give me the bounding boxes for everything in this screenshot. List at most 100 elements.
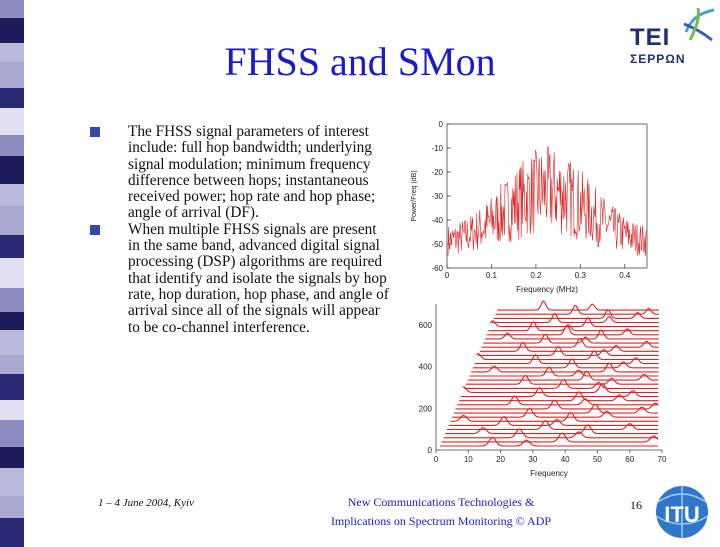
waterfall-trace (466, 374, 659, 385)
bullet-square-icon (90, 224, 100, 235)
x-tick-label: 30 (528, 455, 537, 464)
bullet-item: When multiple FHSS signals are present i… (90, 220, 390, 336)
waterfall-trace (459, 391, 659, 402)
strip-block (0, 135, 24, 156)
x-axis-label: Frequency (MHz) (516, 285, 578, 294)
tei-serron-logo: TEI ΣΕΡΡΩΝ (628, 6, 716, 68)
page-number: 16 (630, 498, 642, 512)
waterfall-trace (478, 345, 659, 356)
y-tick-label: 600 (419, 321, 433, 330)
waterfall-trace (495, 304, 659, 315)
bullet-list: The FHSS signal parameters of interest i… (90, 123, 390, 336)
x-tick-label: 0 (434, 455, 439, 464)
strip-block (0, 88, 24, 108)
waterfall-trace (483, 333, 659, 344)
footer-conference-title: New Communications Technologies & Implic… (294, 493, 588, 531)
strip-block (0, 156, 24, 184)
waterfall-trace (464, 378, 659, 389)
waterfall-trace (486, 325, 659, 336)
waterfall-trace (467, 370, 659, 381)
strip-block (0, 206, 24, 235)
logo-text-tei: TEI (630, 24, 671, 51)
footer-line-1: New Communications Technologies & (347, 495, 535, 509)
waterfall-trace (460, 387, 659, 398)
strip-block (0, 18, 24, 43)
waterfall-trace (457, 395, 659, 406)
strip-block (0, 43, 24, 62)
x-tick-label: 50 (593, 455, 602, 464)
waterfall-trace (472, 358, 659, 369)
spectrum-trace (447, 146, 647, 257)
itu-logo-text: ITU (664, 502, 699, 527)
strip-block (0, 355, 24, 374)
x-tick-label: 70 (658, 455, 667, 464)
waterfall-trace (493, 308, 659, 319)
waterfall-trace (440, 436, 658, 447)
waterfall-trace (481, 337, 659, 348)
waterfall-trace (488, 321, 659, 332)
waterfall-trace (453, 403, 659, 414)
strip-block (0, 468, 24, 496)
fhss-spectrum-figure: 0-10-20-30-40-50-600 0.1 0.2 0.3 0.4Frequenc… (411, 120, 648, 294)
waterfall-trace (450, 411, 659, 422)
y-tick-label: 0 (428, 446, 433, 455)
waterfall-trace (485, 329, 659, 340)
waterfall-trace (474, 353, 659, 365)
strip-block (0, 374, 24, 400)
x-tick-label: 20 (496, 455, 505, 464)
waterfall-trace (476, 350, 659, 361)
y-tick-label: 400 (419, 363, 433, 372)
waterfall-trace (469, 366, 659, 377)
strip-block (0, 288, 24, 312)
strip-block (0, 496, 24, 518)
y-tick-label: -50 (431, 240, 443, 249)
strip-block (0, 62, 24, 88)
bullet-square-icon (90, 127, 100, 137)
bullet-text: When multiple FHSS signals are present i… (128, 220, 389, 336)
strip-block (0, 420, 24, 447)
strip-block (0, 330, 24, 355)
x-tick-label: 60 (625, 455, 634, 464)
y-axis-label: Power/Freq (dB) (411, 170, 418, 221)
bullet-text: The FHSS signal parameters of interest i… (128, 123, 376, 222)
y-tick-label: -40 (431, 216, 443, 225)
strip-block (0, 518, 24, 547)
logo-text-serron: ΣΕΡΡΩΝ (630, 52, 686, 66)
strip-block (0, 312, 24, 330)
waterfall-trace (492, 312, 659, 324)
waterfall-trace (489, 316, 659, 328)
strip-block (0, 400, 24, 420)
x-axis-label: Frequency (530, 469, 568, 478)
bullet-item: The FHSS signal parameters of interest i… (90, 123, 390, 222)
left-decorative-strip (0, 0, 24, 547)
waterfall-trace (446, 419, 659, 431)
x-tick-label: 0.3 (575, 271, 587, 280)
slide-title: FHSS and SMon (224, 39, 496, 84)
x-tick-label: 0.2 (530, 271, 542, 280)
y-tick-label: -30 (431, 192, 443, 201)
waterfall-trace (452, 407, 659, 418)
strip-block (0, 108, 24, 135)
waterfall-trace (479, 341, 659, 352)
strip-block (0, 447, 24, 468)
waterfall-trace (441, 432, 659, 443)
logo-swirl-icon (683, 7, 715, 42)
footer-date-location: 1 – 4 June 2004, Kyiv (98, 497, 194, 509)
x-tick-label: 0.1 (486, 271, 498, 280)
x-tick-label: 0.4 (619, 271, 631, 280)
strip-block (0, 235, 24, 258)
hop-waterfall-figure: 600 400 200 00 10 20 30 40 50 60 70 Frequency (419, 300, 667, 478)
x-tick-label: 40 (561, 455, 570, 464)
y-tick-label: -60 (431, 264, 443, 273)
strip-block (0, 258, 24, 288)
itu-logo: ITU (655, 486, 709, 538)
waterfall-trace (497, 300, 659, 311)
waterfall-trace (443, 428, 659, 439)
y-tick-label: 0 (439, 120, 444, 129)
waterfall-trace (455, 399, 659, 410)
waterfall-trace (462, 382, 659, 394)
strip-block (0, 184, 24, 206)
footer-line-2: Implications on Spectrum Monitoring © AD… (330, 514, 552, 528)
y-tick-label: -20 (431, 168, 443, 177)
y-tick-label: -10 (431, 144, 443, 153)
